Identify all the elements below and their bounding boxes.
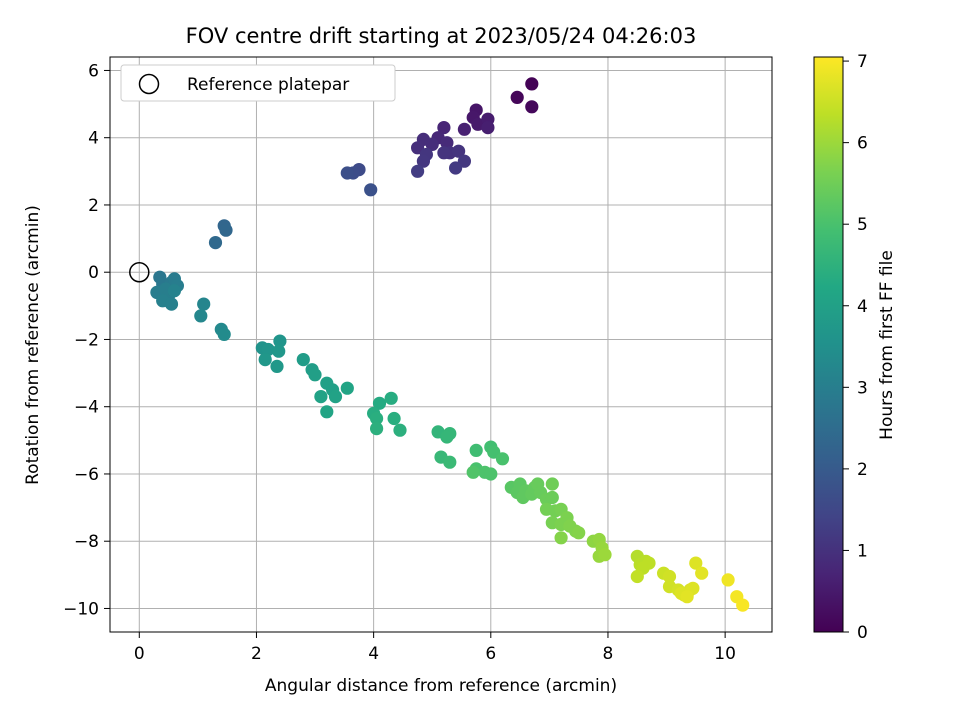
data-point: [545, 490, 559, 505]
data-point: [194, 309, 208, 323]
data-point: [387, 411, 401, 426]
data-point: [440, 430, 454, 444]
data-point: [340, 166, 354, 180]
x-axis: 0 2 4 6 8 10: [134, 632, 736, 664]
y-tick-label: −10: [63, 599, 99, 619]
data-point: [630, 569, 644, 584]
plot-frame: [109, 56, 773, 633]
data-point: [261, 342, 275, 357]
data-point: [449, 161, 463, 175]
data-point: [545, 477, 559, 491]
chart-title: FOV centre drift starting at 2023/05/24 …: [186, 24, 697, 48]
data-point: [208, 236, 223, 250]
x-tick-label: 0: [134, 644, 145, 664]
data-point: [384, 391, 398, 405]
y-axis-label: Rotation from reference (arcmin): [23, 205, 43, 485]
data-point: [164, 297, 179, 311]
colorbar-label: Hours from first FF file: [877, 250, 897, 440]
y-axis: −10 −8 −6 −4 −2 0 2 4 6: [63, 61, 110, 619]
x-tick-label: 2: [251, 644, 262, 664]
y-tick-label: −6: [74, 465, 99, 485]
data-point: [572, 526, 586, 540]
data-point: [308, 368, 322, 382]
data-point: [217, 327, 231, 341]
data-point: [736, 598, 750, 612]
x-tick-label: 10: [714, 644, 736, 664]
data-point: [372, 396, 387, 410]
data-point: [484, 467, 498, 481]
data-point: [364, 183, 378, 197]
data-point: [270, 359, 284, 373]
colorbar-tick-label: 1: [857, 541, 868, 561]
data-point: [320, 405, 334, 419]
data-point: [721, 573, 735, 587]
data-point: [680, 590, 694, 604]
data-point: [525, 77, 539, 91]
data-point: [370, 422, 384, 436]
data-point: [440, 136, 454, 150]
x-tick-label: 4: [368, 644, 379, 664]
data-point: [510, 90, 524, 104]
data-point: [471, 117, 485, 131]
data-point: [662, 569, 677, 584]
y-tick-label: −4: [74, 398, 99, 418]
legend: Reference platepar: [120, 64, 396, 102]
data-point: [695, 566, 709, 580]
colorbar-ticks: 0 1 2 3 4 5 6 7: [843, 52, 868, 643]
data-point: [328, 390, 343, 404]
data-point: [296, 353, 310, 367]
x-tick-label: 8: [603, 644, 614, 664]
data-point: [167, 284, 181, 298]
data-point: [416, 154, 430, 168]
legend-box: [120, 64, 396, 102]
reference-marker-group: [129, 261, 150, 283]
data-point: [258, 353, 272, 367]
y-tick-label: 4: [88, 129, 99, 149]
data-point: [443, 455, 457, 469]
data-point: [314, 390, 328, 404]
data-point: [437, 146, 451, 160]
y-tick-label: −2: [74, 330, 99, 350]
data-point: [393, 423, 407, 437]
x-tick-label: 6: [485, 644, 496, 664]
data-point: [554, 531, 568, 545]
data-points: [150, 77, 750, 612]
legend-marker-icon: [138, 73, 160, 95]
colorbar-gradient: [813, 56, 844, 633]
colorbar-tick-label: 3: [857, 378, 868, 398]
data-point: [370, 411, 384, 426]
colorbar-tick-label: 4: [857, 297, 868, 317]
colorbar-tick-label: 0: [857, 623, 868, 643]
y-tick-label: 0: [88, 263, 99, 283]
data-point: [689, 556, 703, 570]
colorbar: 0 1 2 3 4 5 6 7 Hours from first FF file: [813, 52, 897, 643]
data-point: [469, 443, 483, 457]
x-axis-label: Angular distance from reference (arcmin): [265, 676, 617, 696]
reference-platepar-marker: [129, 261, 150, 283]
data-point: [466, 465, 480, 479]
data-point: [457, 122, 471, 136]
data-point: [273, 334, 287, 348]
colorbar-tick-label: 7: [857, 52, 868, 72]
grid: [110, 57, 772, 632]
colorbar-tick-label: 2: [857, 460, 868, 480]
data-point: [525, 100, 539, 114]
data-point: [481, 121, 495, 135]
colorbar-tick-label: 5: [857, 215, 868, 235]
data-point: [219, 223, 233, 237]
y-tick-label: 2: [88, 196, 99, 216]
data-point: [411, 164, 425, 178]
data-point: [437, 121, 451, 135]
y-tick-label: 6: [88, 61, 99, 81]
data-point: [197, 297, 211, 311]
data-point: [340, 381, 354, 395]
data-point: [495, 452, 510, 466]
data-point: [598, 548, 612, 562]
data-point: [272, 344, 286, 358]
colorbar-tick-label: 6: [857, 134, 868, 154]
legend-entry-reference: Reference platepar: [187, 75, 349, 95]
data-point: [452, 144, 466, 158]
y-tick-label: −8: [74, 532, 99, 552]
